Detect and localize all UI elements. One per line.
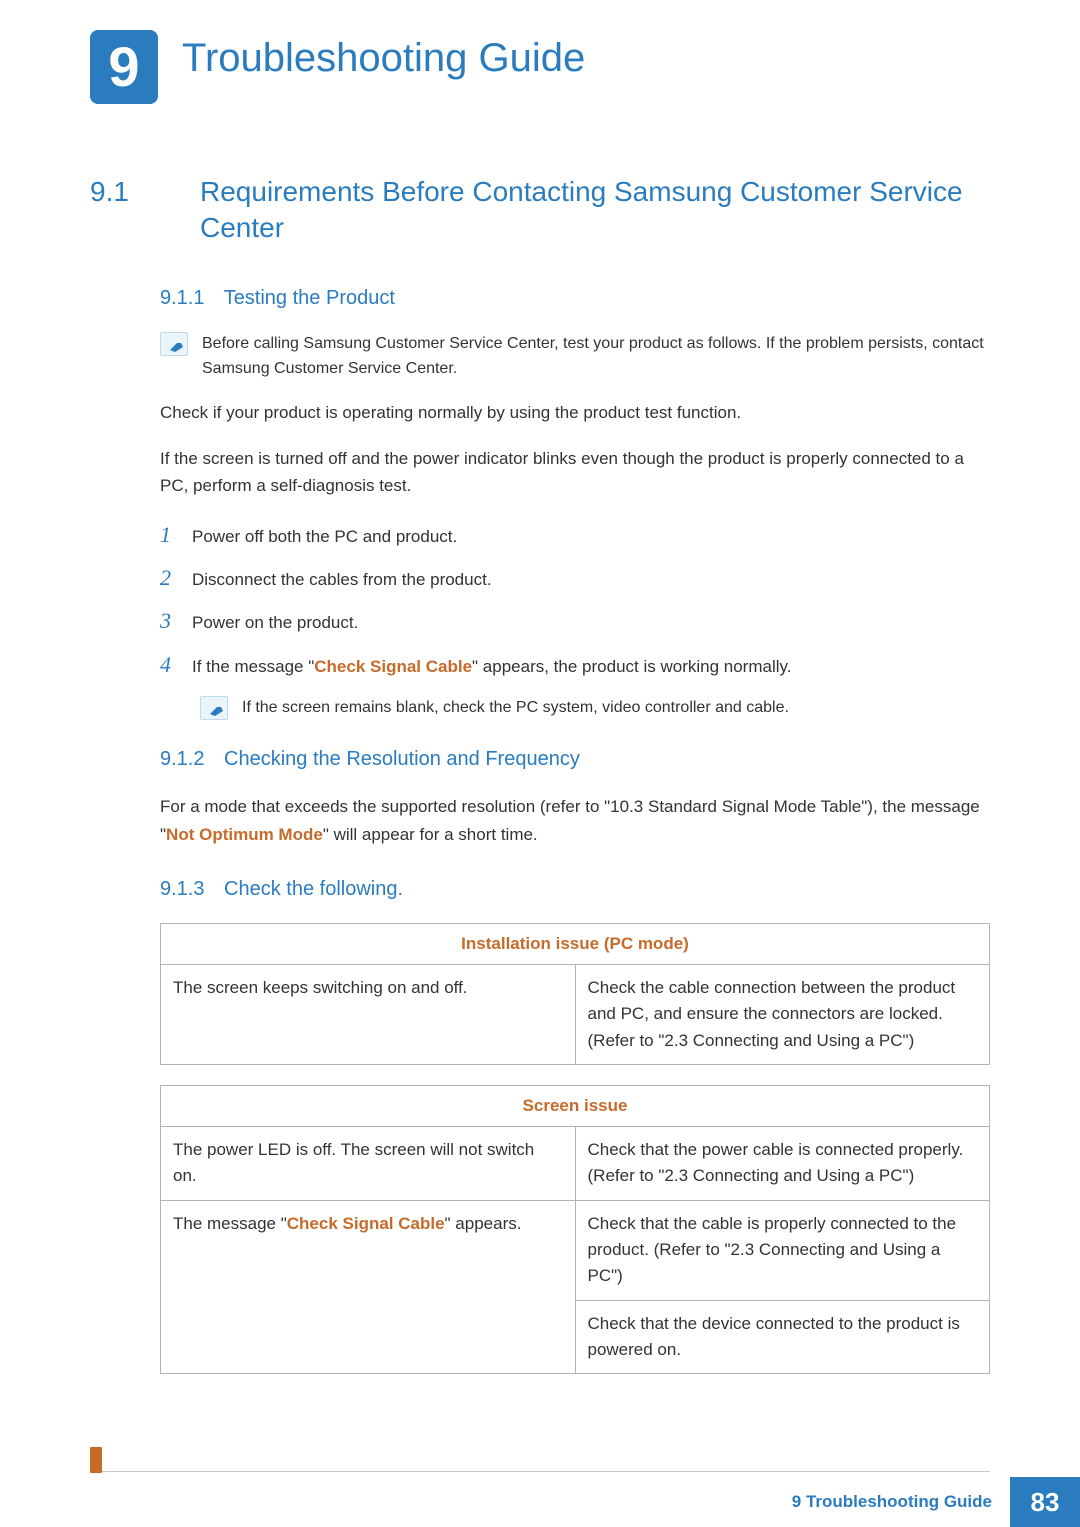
section-9-1-3-heading: 9.1.3 Check the following.	[160, 878, 990, 901]
paragraph: Check if your product is operating norma…	[160, 399, 990, 426]
note-text: If the screen remains blank, check the P…	[242, 696, 789, 721]
subsection-number: 9.1.2	[160, 748, 204, 770]
footer-page-number: 83	[1010, 1477, 1080, 1527]
paragraph: For a mode that exceeds the supported re…	[160, 793, 990, 847]
chapter-title: Troubleshooting Guide	[182, 36, 585, 81]
highlight-text: Not Optimum Mode	[166, 825, 323, 844]
section-title: Requirements Before Contacting Samsung C…	[200, 174, 990, 247]
note-icon	[160, 332, 188, 356]
step-text: Power off both the PC and product.	[192, 523, 990, 550]
step-item: 3 Power on the product.	[160, 603, 990, 638]
installation-issue-table: Installation issue (PC mode) The screen …	[160, 923, 990, 1065]
table-row: The message "Check Signal Cable" appears…	[161, 1200, 990, 1300]
step-number: 1	[160, 517, 178, 552]
step-text: Disconnect the cables from the product.	[192, 566, 990, 593]
table-header: Installation issue (PC mode)	[161, 923, 990, 964]
subsection-title: Checking the Resolution and Frequency	[224, 748, 580, 770]
table-cell: The power LED is off. The screen will no…	[161, 1126, 576, 1200]
table-cell: The screen keeps switching on and off.	[161, 964, 576, 1064]
steps-list: 1 Power off both the PC and product. 2 D…	[160, 517, 990, 682]
table-cell: Check the cable connection between the p…	[575, 964, 990, 1064]
table-cell: The message "Check Signal Cable" appears…	[161, 1200, 576, 1374]
screen-issue-table: Screen issue The power LED is off. The s…	[160, 1085, 990, 1374]
chapter-number-badge: 9	[90, 30, 158, 104]
subsection-title: Check the following.	[224, 878, 403, 900]
step-item: 4 If the message "Check Signal Cable" ap…	[160, 647, 990, 682]
footer-rule	[90, 1471, 990, 1472]
table-cell: Check that the cable is properly connect…	[575, 1200, 990, 1300]
step-number: 4	[160, 647, 178, 682]
table-row: The power LED is off. The screen will no…	[161, 1126, 990, 1200]
highlight-text: Check Signal Cable	[314, 657, 472, 676]
step-number: 3	[160, 603, 178, 638]
step-text: If the message "Check Signal Cable" appe…	[192, 653, 990, 680]
footer-accent-bar	[90, 1447, 102, 1473]
paragraph: If the screen is turned off and the powe…	[160, 445, 990, 499]
note-icon	[200, 696, 228, 720]
table-cell: Check that the device connected to the p…	[575, 1300, 990, 1374]
page-footer: 9 Troubleshooting Guide 83	[0, 1471, 1080, 1527]
table-header: Screen issue	[161, 1085, 990, 1126]
section-9-1-1-heading: 9.1.1 Testing the Product	[160, 287, 990, 310]
section-number: 9.1	[90, 174, 200, 247]
highlight-text: Check Signal Cable	[287, 1214, 445, 1233]
note-text: Before calling Samsung Customer Service …	[202, 332, 990, 382]
section-9-1-heading: 9.1 Requirements Before Contacting Samsu…	[90, 174, 990, 247]
step-number: 2	[160, 560, 178, 595]
chapter-header: 9 Troubleshooting Guide	[90, 30, 990, 104]
subsection-number: 9.1.1	[160, 287, 204, 309]
subsection-number: 9.1.3	[160, 878, 204, 900]
section-9-1-2-heading: 9.1.2 Checking the Resolution and Freque…	[160, 748, 990, 771]
step-text: Power on the product.	[192, 609, 990, 636]
step-item: 2 Disconnect the cables from the product…	[160, 560, 990, 595]
table-row: The screen keeps switching on and off. C…	[161, 964, 990, 1064]
step-item: 1 Power off both the PC and product.	[160, 517, 990, 552]
subsection-title: Testing the Product	[224, 287, 395, 309]
footer-chapter-label: 9 Troubleshooting Guide	[792, 1492, 1010, 1512]
table-cell: Check that the power cable is connected …	[575, 1126, 990, 1200]
